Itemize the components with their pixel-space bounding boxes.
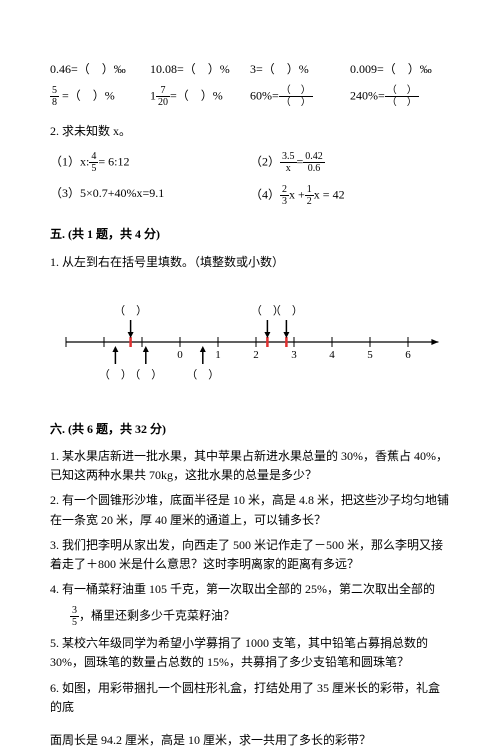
denominator-blank: （ ） bbox=[279, 97, 313, 108]
fraction: 3.5x bbox=[280, 151, 297, 174]
question-2-title: 2. 求未知数 x。 bbox=[50, 122, 450, 141]
blank-fraction: （ ）（ ） bbox=[385, 85, 419, 108]
denominator: 3 bbox=[280, 196, 289, 207]
conv-cell: 240%=（ ）（ ） bbox=[350, 85, 450, 108]
conv-cell: 58 =（ ）% bbox=[50, 85, 150, 108]
svg-text:0: 0 bbox=[177, 349, 183, 361]
section-6-heading: 六. (共 6 题，共 32 分) bbox=[50, 420, 450, 439]
text: 10.08=（ ）% bbox=[150, 62, 230, 76]
fraction: 720 bbox=[156, 85, 170, 108]
fraction: 12 bbox=[305, 184, 314, 207]
section-5-heading: 五. (共 1 题，共 4 分) bbox=[50, 225, 450, 244]
denominator: 5 bbox=[70, 617, 79, 628]
section-6-q2: 2. 有一个圆锥形沙堆，底面半径是 10 米，高是 4.8 米，把这些沙子均匀地… bbox=[50, 491, 450, 529]
conv-cell: 10.08=（ ）% bbox=[150, 60, 250, 79]
conversion-row-2: 58 =（ ）% 1720=（ ）% 60%=（ ）（ ） 240%=（ ）（ … bbox=[50, 85, 450, 108]
numerator: 2 bbox=[280, 184, 289, 196]
text: = bbox=[297, 155, 304, 169]
denominator: 0.6 bbox=[303, 163, 325, 174]
section-6-q3: 3. 我们把李明从家出发，向西走了 500 米记作走了－500 米，那么李明又接… bbox=[50, 536, 450, 574]
eq-3: （3）5×0.7+40%x=9.1 bbox=[50, 184, 250, 207]
text: 60%= bbox=[250, 88, 279, 102]
numerator: 7 bbox=[156, 85, 170, 97]
svg-text:（ ）: （ ） bbox=[270, 304, 303, 317]
equation-row: （3）5×0.7+40%x=9.1 （4）23x +12x = 42 bbox=[50, 184, 450, 207]
numerator: 5 bbox=[50, 85, 59, 97]
conv-cell: 0.46=（ ）‰ bbox=[50, 60, 150, 79]
text: 240%= bbox=[350, 88, 385, 102]
numerator-blank: （ ） bbox=[279, 85, 313, 97]
svg-text:5: 5 bbox=[367, 349, 373, 361]
numerator: 0.42 bbox=[303, 151, 325, 163]
svg-text:2: 2 bbox=[253, 349, 259, 361]
section-6-q6b: 面周长是 94.2 厘米，高是 10 厘米，求一共用了多长的彩带？ bbox=[50, 731, 450, 750]
denominator: 2 bbox=[305, 196, 314, 207]
text: =（ ）% bbox=[170, 88, 223, 102]
denominator: 5 bbox=[89, 163, 98, 174]
text: 3=（ ）% bbox=[250, 62, 309, 76]
conv-cell: 0.009=（ ）‰ bbox=[350, 60, 450, 79]
section-6-q6: 6. 如图，用彩带捆扎一个圆柱形礼盒，打结处用了 35 厘米长的彩带，礼盒的底 bbox=[50, 679, 450, 717]
text: x = 42 bbox=[314, 188, 345, 202]
conv-cell: 60%=（ ）（ ） bbox=[250, 85, 350, 108]
number-line-svg: 0123456（ ）（ ）（ ）（ ）（ ）（ ） bbox=[50, 282, 450, 402]
svg-text:3: 3 bbox=[291, 349, 297, 361]
denominator: x bbox=[280, 163, 297, 174]
text: ，桶里还剩多少千克菜籽油？ bbox=[79, 609, 235, 623]
numerator: 1 bbox=[305, 184, 314, 196]
numerator: 3.5 bbox=[280, 151, 297, 163]
svg-text:（ ）: （ ） bbox=[99, 368, 132, 381]
conv-cell: 3=（ ）% bbox=[250, 60, 350, 79]
text: = 6:12 bbox=[98, 155, 129, 169]
svg-text:4: 4 bbox=[329, 349, 335, 361]
fraction: 0.420.6 bbox=[303, 151, 325, 174]
fraction: 23 bbox=[280, 184, 289, 207]
text: x + bbox=[289, 188, 305, 202]
text: （1）x: bbox=[50, 155, 89, 169]
fraction: 45 bbox=[89, 151, 98, 174]
eq-2: （2）3.5x=0.420.6 bbox=[250, 151, 450, 174]
section-6-q4-frac-line: 35，桶里还剩多少千克菜籽油？ bbox=[50, 605, 450, 628]
numerator: 4 bbox=[89, 151, 98, 163]
conversion-row-1: 0.46=（ ）‰ 10.08=（ ）% 3=（ ）% 0.009=（ ）‰ bbox=[50, 60, 450, 79]
svg-text:6: 6 bbox=[405, 349, 411, 361]
eq-4: （4）23x +12x = 42 bbox=[250, 184, 450, 207]
eq-1: （1）x:45= 6:12 bbox=[50, 151, 250, 174]
numerator: 3 bbox=[70, 605, 79, 617]
section-6-q4a: 4. 有一桶菜籽油重 105 千克，第一次取出全部的 25%，第二次取出全部的 bbox=[50, 580, 450, 599]
text: 0.009=（ ）‰ bbox=[350, 62, 432, 76]
denominator-blank: （ ） bbox=[385, 97, 419, 108]
conv-cell: 1720=（ ）% bbox=[150, 85, 250, 108]
denominator: 20 bbox=[156, 97, 170, 108]
equation-row: （1）x:45= 6:12 （2）3.5x=0.420.6 bbox=[50, 151, 450, 174]
svg-text:（ ）: （ ） bbox=[114, 304, 147, 317]
section-6-q5: 5. 某校六年级同学为希望小学募捐了 1000 支笔，其中铅笔占募捐总数的 30… bbox=[50, 634, 450, 672]
text: =（ ）% bbox=[59, 88, 115, 102]
svg-text:1: 1 bbox=[215, 349, 221, 361]
fraction: 35 bbox=[70, 605, 79, 628]
svg-text:（ ）: （ ） bbox=[129, 368, 162, 381]
denominator: 8 bbox=[50, 97, 59, 108]
section-6-q1: 1. 某水果店新进一批水果，其中苹果占新进水果总量的 30%，香蕉占 40%，已… bbox=[50, 447, 450, 485]
blank-fraction: （ ）（ ） bbox=[279, 85, 313, 108]
fraction: 58 bbox=[50, 85, 59, 108]
section-5-q1: 1. 从左到右在括号里填数。（填整数或小数） bbox=[50, 253, 450, 272]
numerator-blank: （ ） bbox=[385, 85, 419, 97]
text: 0.46=（ ）‰ bbox=[50, 62, 126, 76]
svg-text:（ ）: （ ） bbox=[186, 368, 219, 381]
text: （4） bbox=[250, 188, 280, 202]
text: （2） bbox=[250, 155, 280, 169]
